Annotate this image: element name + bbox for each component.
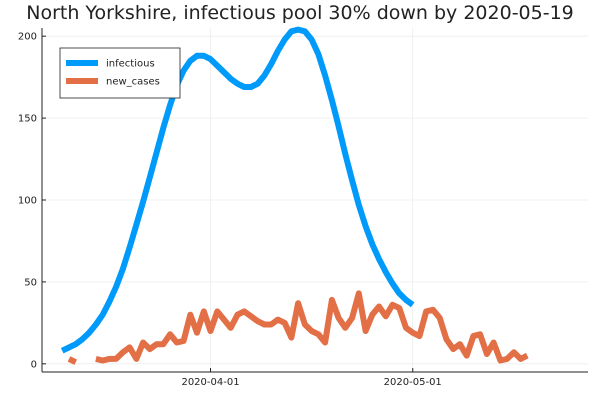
- y-tick-label-3: 150: [18, 114, 37, 125]
- chart-title: North Yorkshire, infectious pool 30% dow…: [26, 2, 574, 24]
- legend-label-new_cases: new_cases: [106, 77, 160, 88]
- x-tick-label-1: 2020-05-01: [384, 377, 442, 388]
- legend-label-infectious: infectious: [106, 59, 155, 70]
- series-line-new_cases: [67, 290, 529, 365]
- y-tick-label-2: 100: [18, 196, 37, 207]
- y-tick-label-1: 50: [24, 277, 37, 288]
- legend-box: [59, 47, 181, 99]
- series-line-infectious: [60, 26, 415, 354]
- y-tick-label-4: 200: [18, 32, 37, 43]
- x-tick-label-0: 2020-04-01: [181, 377, 239, 388]
- y-tick-label-0: 0: [31, 359, 37, 370]
